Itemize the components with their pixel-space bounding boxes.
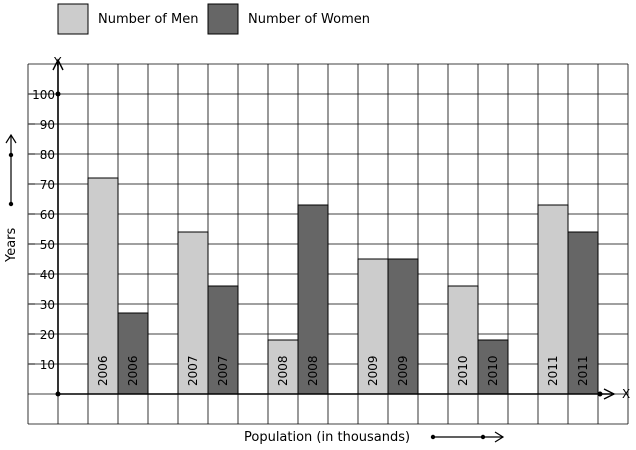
bar-labels: 2006 2006 2007 2007 2008 2008 2009 2009 2010 2010…: [96, 355, 590, 386]
bar: [207, 285, 239, 395]
bar-category-label: 2010: [486, 355, 500, 386]
y-tick-label: 70: [40, 178, 55, 192]
bar: [447, 285, 479, 395]
y-axis-arrow-dot: [8, 201, 14, 207]
legend-label-men: Number of Men: [98, 12, 198, 27]
y-tick-label: 90: [40, 118, 55, 132]
legend-swatch-men: [57, 3, 89, 35]
x-axis-title: Population (in thousands): [244, 430, 410, 445]
y-tick-label: 60: [40, 208, 55, 222]
y-tick-label: 50: [40, 238, 55, 252]
y-axis-arrow-dot: [8, 152, 14, 158]
bar-category-label: 2011: [576, 355, 590, 386]
bar: [567, 231, 599, 395]
bar: [477, 339, 509, 395]
bar-category-label: 2007: [216, 355, 230, 386]
y-axis-letter: Y: [53, 55, 62, 69]
bars: [87, 177, 599, 395]
y-tick-label: 80: [40, 148, 55, 162]
y-ticks: 10 20 30 40 50 60 70 80 90 100: [29, 88, 55, 372]
bar-category-label: 2009: [396, 355, 410, 386]
bar-category-label: 2009: [366, 355, 380, 386]
bar: [117, 312, 149, 395]
bar: [537, 204, 569, 395]
legend-label-women: Number of Women: [248, 12, 370, 27]
y-axis-title: Years: [4, 227, 19, 263]
bar-category-label: 2007: [186, 355, 200, 386]
axes: [52, 58, 616, 400]
bar: [387, 258, 419, 395]
bar-category-label: 2006: [126, 355, 140, 386]
bar-category-label: 2008: [276, 355, 290, 386]
y-tick-label: 30: [40, 298, 55, 312]
x-axis-arrow-dot: [430, 434, 436, 440]
legend: Number of Men Number of Women: [57, 3, 370, 35]
y-axis-arrowhead: [52, 58, 64, 71]
y-axis-top-dot: [55, 91, 61, 97]
y-tick-label: 10: [40, 358, 55, 372]
origin-dot: [55, 391, 61, 397]
x-axis-letter: X: [622, 387, 630, 401]
y-tick-label: 40: [40, 268, 55, 282]
y-axis-arrow-head: [5, 133, 17, 144]
y-axis-title-group: Years: [4, 133, 19, 263]
y-tick-label: 20: [40, 328, 55, 342]
bar: [297, 204, 329, 395]
legend-swatch-women: [207, 3, 239, 35]
bar: [87, 177, 119, 395]
bar: [267, 339, 299, 395]
bar-category-label: 2010: [456, 355, 470, 386]
bar-category-label: 2008: [306, 355, 320, 386]
x-axis-end-dot: [597, 391, 603, 397]
x-axis-arrow-head: [494, 431, 505, 443]
x-axis-arrowhead: [603, 388, 616, 400]
bar-category-label: 2011: [546, 355, 560, 386]
x-axis-title-group: Population (in thousands): [244, 430, 505, 445]
x-axis-arrow-dot: [480, 434, 486, 440]
bar-category-label: 2006: [96, 355, 110, 386]
y-tick-label: 100: [32, 88, 55, 102]
